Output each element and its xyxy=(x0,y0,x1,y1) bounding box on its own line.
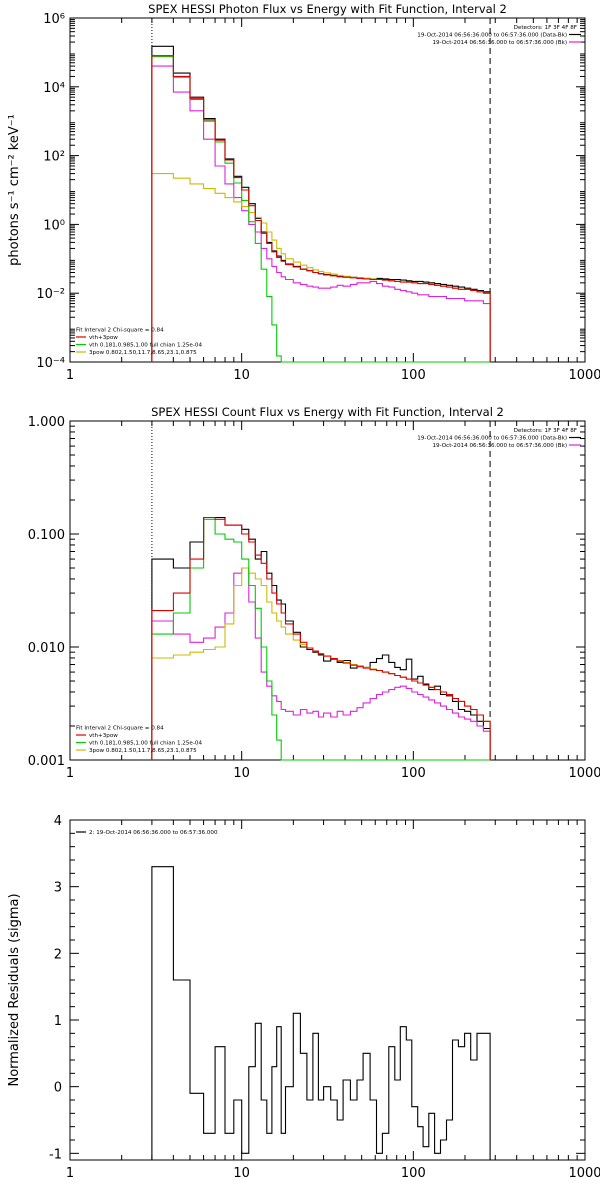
x-tick-label: 10 xyxy=(233,1166,250,1181)
legend-entry: 3pow 0.802,1.50,11.7,8.65,23.1,0.875 xyxy=(89,350,197,356)
x-tick-label: 1000 xyxy=(568,1166,600,1181)
panel-3: 1 10 100 1000 -1 0 1 2 3 4 Normalized Residuals (s… xyxy=(7,814,600,1181)
series-histogram-5 xyxy=(151,567,491,760)
y-tick-label: 0.100 xyxy=(28,528,65,543)
plot-frame xyxy=(69,17,586,363)
x-tick-label: 100 xyxy=(401,766,426,781)
y-tick-label: 10² xyxy=(43,150,65,165)
legend-entry: Fit Interval 2 Chi-square = 0.84 xyxy=(76,726,164,732)
legend-entry: 19-Oct-2014 06:56:36.000 to 06:57:36.000… xyxy=(417,33,567,39)
series-histogram-4 xyxy=(151,173,491,362)
x-tick-label: 100 xyxy=(401,368,426,383)
series-histogram-2 xyxy=(151,55,491,362)
legend-entry: vth 0.181,0.985,1.00 full chian 1.25e-04 xyxy=(89,741,202,747)
x-tick-label: 1000 xyxy=(568,766,600,781)
legend-entry: 19-Oct-2014 06:56:36.000 to 06:57:36.000… xyxy=(417,436,567,442)
y-axis-label: photons s⁻¹ cm⁻² keV⁻¹ xyxy=(7,114,22,266)
y-tick-label: 2 xyxy=(54,947,62,962)
panel-1: SPEX HESSI Photon Flux vs Energy with Fi… xyxy=(7,2,600,383)
y-tick-label: 4 xyxy=(54,814,62,829)
y-tick-label: 10⁴ xyxy=(43,81,65,96)
legend-entry: vth+3pow xyxy=(89,733,118,739)
legend-entry: 19-Oct-2014 06:56:36.000 to 06:57:36.000… xyxy=(432,443,567,449)
x-tick-label: 10 xyxy=(233,368,250,383)
chart-title: SPEX HESSI Photon Flux vs Energy with Fi… xyxy=(148,2,507,16)
legend-entry: 19-Oct-2014 06:56:36.000 to 06:57:36.000… xyxy=(432,40,567,46)
y-tick-label: 0 xyxy=(54,1081,62,1096)
series-histogram-5 xyxy=(151,65,491,362)
x-tick-label: 1 xyxy=(66,368,74,383)
y-tick-label: 10⁶ xyxy=(43,12,65,27)
plot-frame xyxy=(69,420,586,761)
chart-title: SPEX HESSI Count Flux vs Energy with Fit… xyxy=(151,405,504,419)
series-histogram-4 xyxy=(151,567,491,760)
y-tick-label: 1.000 xyxy=(28,415,65,430)
legend-entry: 3pow 0.802,1.50,11.7,8.65,23.1,0.875 xyxy=(89,748,197,754)
legend-entry: 2: 19-Oct-2014 06:56:36.000 to 06:57:36.… xyxy=(89,830,218,836)
legend-entry: Fit Interval 2 Chi-square = 0.84 xyxy=(76,328,164,334)
series-histogram-3 xyxy=(151,56,491,363)
y-tick-label: -1 xyxy=(49,1147,62,1162)
legend-entry: vth 0.181,0.985,1.00 full chian 1.25e-04 xyxy=(89,343,202,349)
y-tick-label: 0.010 xyxy=(28,641,65,656)
series-histogram-3 xyxy=(151,518,491,761)
series-histogram-1 xyxy=(151,866,491,1160)
y-axis-label: Normalized Residuals (sigma) xyxy=(7,893,22,1086)
legend-entry: Detectors: 1F 3F 4F 8F xyxy=(514,25,577,31)
x-tick-label: 1 xyxy=(66,766,74,781)
y-tick-label: 10⁻² xyxy=(36,287,65,302)
y-tick-label: 10⁻⁴ xyxy=(36,356,65,371)
x-tick-label: 10 xyxy=(233,766,250,781)
x-tick-label: 100 xyxy=(401,1166,426,1181)
series-histogram-2 xyxy=(151,516,491,760)
x-tick-label: 1000 xyxy=(568,368,600,383)
plot-frame xyxy=(69,819,586,1161)
x-tick-label: 1 xyxy=(66,1166,74,1181)
legend-entry: Detectors: 1F 3F 4F 8F xyxy=(514,428,577,434)
y-tick-label: 0.001 xyxy=(28,754,65,769)
panel-2: SPEX HESSI Count Flux vs Energy with Fit… xyxy=(28,405,600,781)
legend-entry: vth+3pow xyxy=(89,335,118,341)
series-histogram-1 xyxy=(151,516,491,760)
y-tick-label: 3 xyxy=(54,881,62,896)
y-tick-label: 1 xyxy=(54,1014,62,1029)
series-histogram-1 xyxy=(151,45,491,362)
y-tick-label: 10⁰ xyxy=(43,218,65,233)
